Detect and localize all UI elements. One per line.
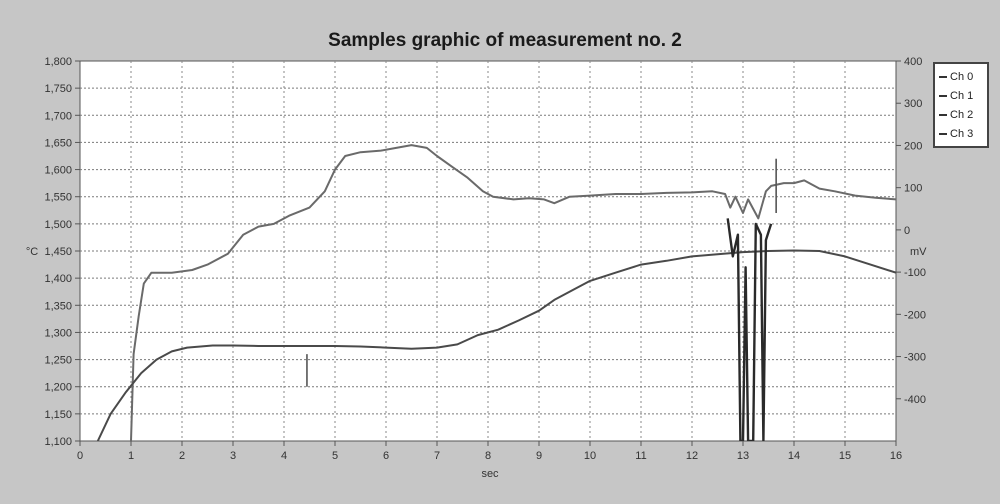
legend: Ch 0 Ch 1 Ch 2 Ch 3 [933,62,989,148]
x-tick-label: 3 [230,450,236,462]
y-left-tick-label: 1,800 [44,56,72,68]
series-line-ch1 [96,249,896,441]
x-tick-label: 15 [839,450,851,462]
x-tick-label: 10 [584,450,596,462]
x-tick-label: 11 [635,450,646,462]
legend-item: Ch 0 [939,67,983,86]
y-left-tick-label: 1,550 [44,192,72,204]
y-left-tick-label: 1,700 [44,110,72,122]
x-tick-label: 12 [686,450,698,462]
legend-swatch [939,132,947,135]
tick-labels: 0 1 2 3 4 5 6 7 8 9 10 11 12 13 14 15 161,1001,1501,2001… [26,56,927,480]
y-right-tick-label: 200 [904,140,922,152]
x-tick-label: 14 [788,450,800,462]
y-left-tick-label: 1,650 [44,137,72,149]
y-left-axis-label: °C [26,246,38,258]
y-right-tick-label: -200 [904,309,926,321]
series-layer [96,144,896,441]
y-left-tick-label: 1,150 [44,409,72,421]
legend-item: Ch 2 [939,105,983,124]
y-left-tick-label: 1,100 [44,436,72,448]
y-right-tick-label: -400 [904,394,926,406]
legend-item: Ch 1 [939,86,983,105]
x-tick-label: 1 [128,450,134,462]
y-right-tick-label: 100 [904,183,922,195]
y-left-tick-label: 1,600 [44,165,72,177]
x-tick-label: 8 [485,450,491,462]
y-left-tick-label: 1,250 [44,355,72,367]
grid [75,60,901,446]
y-left-tick-label: 1,400 [44,273,72,285]
chart-title: Samples graphic of measurement no. 2 [328,30,682,51]
y-left-tick-label: 1,500 [44,219,72,231]
legend-label: Ch 1 [950,89,974,102]
legend-swatch [939,94,947,97]
y-right-tick-label: -300 [904,352,926,364]
x-tick-label: 4 [281,450,287,462]
y-left-tick-label: 1,450 [44,246,72,258]
y-right-tick-label: 0 [904,225,910,237]
x-tick-label: 7 [434,450,440,462]
x-tick-label: 16 [890,450,902,462]
series-line-ch2 [726,218,773,441]
y-right-tick-label: -100 [904,267,926,279]
x-tick-label: 9 [536,450,542,462]
y-left-tick-label: 1,350 [44,300,72,312]
legend-label: Ch 0 [950,70,974,83]
legend-label: Ch 3 [950,127,974,140]
legend-swatch [939,113,947,116]
legend-item: Ch 3 [939,124,983,143]
series-line-ch0 [130,144,896,441]
y-right-tick-label: 400 [904,56,922,68]
x-tick-label: 6 [383,450,389,462]
x-axis-label: sec [481,468,499,480]
x-tick-label: 0 [77,450,83,462]
legend-swatch [939,75,947,78]
y-left-tick-label: 1,750 [44,83,72,95]
y-left-tick-label: 1,300 [44,327,72,339]
y-right-tick-label: 300 [904,98,922,110]
y-right-axis-label: mV [910,246,927,258]
legend-label: Ch 2 [950,108,974,121]
x-tick-label: 13 [737,450,749,462]
x-tick-label: 2 [179,450,185,462]
x-tick-label: 5 [332,450,338,462]
y-left-tick-label: 1,200 [44,382,72,394]
